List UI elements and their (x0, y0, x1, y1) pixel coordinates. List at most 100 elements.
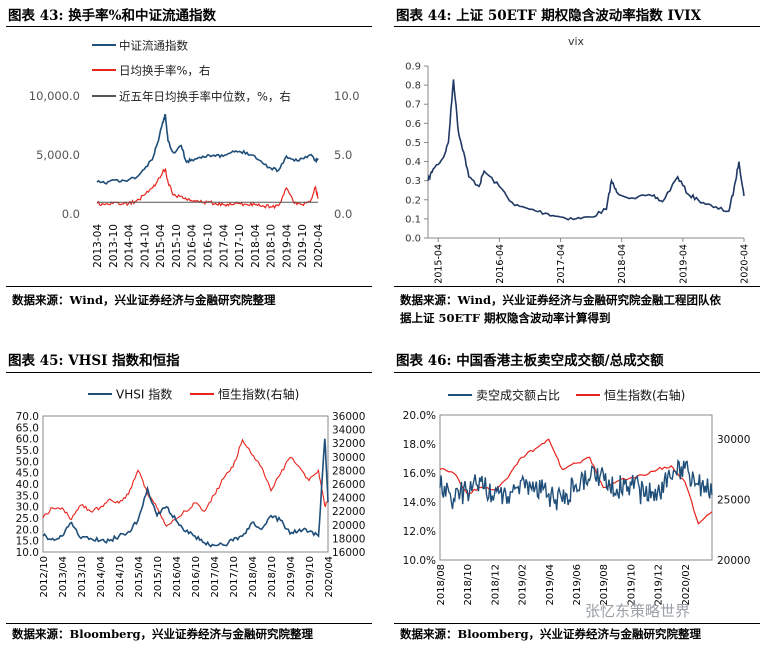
y-left-tick-label: 70.0 (16, 411, 39, 423)
x-tick-label: 2012/10 (39, 556, 50, 598)
series-line-index (96, 113, 319, 185)
x-tick-label: 2015/10 (153, 556, 164, 598)
x-tick-label: 2016-04 (495, 244, 506, 283)
x-tick-label: 2018/12 (490, 564, 501, 606)
series-line-vix (427, 79, 745, 221)
y-left-tick-label: 18.0% (403, 439, 436, 451)
y-tick-label: 0.7 (405, 100, 421, 111)
x-tick-label: 2015-04 (434, 244, 445, 283)
y-right-tick-label: 20000 (717, 555, 750, 567)
legend-label: 近五年日均换手率中位数，%，右 (119, 90, 291, 104)
x-tick-label: 2020/04 (324, 556, 335, 598)
x-tick-label: 2015/04 (134, 556, 145, 598)
y-right-tick-label: 18000 (332, 533, 365, 545)
x-tick-label: 2015-10 (171, 224, 183, 268)
x-tick-label: 2019/10 (626, 564, 637, 606)
x-tick-label: 2017-04 (556, 244, 567, 283)
y-right-tick-label: 20000 (332, 520, 365, 532)
y-left-tick-label: 65.0 (16, 422, 39, 434)
legend-label: 中证流通指数 (119, 39, 188, 53)
figure-panel-44: 图表 44: 上证 50ETF 期权隐含波动率指数 IVIX vix 0.9 0.8… (388, 0, 766, 340)
x-tick-label: 2014/04 (96, 556, 107, 598)
y-right-tick-label: 16000 (332, 547, 365, 559)
y-left-tick-label: 45.0 (16, 468, 39, 480)
y-tick-label: 0.2 (405, 195, 421, 206)
y-left-tick-label: 60.0 (16, 434, 39, 446)
source-note: 数据来源：Bloomberg，兴业证券经济与金融研究院整理 (400, 627, 702, 641)
y-left-tick-label: 10.0 (16, 547, 39, 559)
chart-vhsi-hsi: VHSI 指数 恒生指数(右轴) 70.065.060.055.050.045.04… (16, 387, 366, 598)
x-tick-label: 2019/10 (305, 556, 316, 598)
watermark: 张忆东策略世界 (585, 602, 691, 620)
y-right-tick-label: 30000 (332, 452, 365, 464)
title-rule (6, 26, 372, 27)
chart-title: vix (568, 35, 585, 48)
x-tick-label: 2013-04 (92, 224, 104, 268)
y-right-tick-label: 26000 (332, 479, 365, 491)
y-right-tick-label: 0.0 (334, 207, 352, 221)
series-line-short-ratio (439, 458, 713, 511)
source-note: 数据来源：Wind，兴业证券经济与金融研究院金融工程团队依 (400, 293, 721, 307)
y-right-tick-label: 36000 (332, 411, 365, 423)
y-tick-label: 0.8 (405, 81, 421, 92)
legend-label: 日均换手率%，右 (119, 64, 210, 78)
x-tick-label: 2016/10 (191, 556, 202, 598)
x-tick-label: 2018-10 (266, 224, 278, 268)
x-tick-label: 2014/10 (115, 556, 126, 598)
y-left-tick-label: 5,000.0 (36, 148, 80, 162)
y-left-tick-label: 16.0% (403, 468, 436, 480)
x-tick-label: 2017/10 (229, 556, 240, 598)
y-right-tick-label: 5.0 (334, 148, 352, 162)
x-tick-label: 2015-04 (155, 224, 167, 268)
title-rule (394, 372, 760, 373)
y-right-tick-label: 32000 (332, 438, 365, 450)
figure-title: 图表 44: 上证 50ETF 期权隐含波动率指数 IVIX (396, 8, 702, 24)
source-rule (394, 623, 760, 624)
x-tick-label: 2019/04 (545, 564, 556, 606)
y-right-tick-label: 30000 (717, 434, 750, 446)
y-tick-label: 0.5 (405, 138, 421, 149)
x-tick-label: 2019-04 (678, 244, 689, 283)
x-tick-label: 2020-04 (313, 224, 325, 268)
x-tick-label: 2019-10 (297, 224, 309, 268)
y-right-tick-label: 25000 (717, 495, 750, 507)
source-note: 数据来源：Bloomberg，兴业证券经济与金融研究院整理 (12, 627, 314, 641)
y-left-tick-label: 20.0% (403, 410, 436, 422)
legend-label: 恒生指数(右轴) (604, 388, 685, 403)
y-left-tick-label: 55.0 (16, 445, 39, 457)
x-tick-label: 2020-04 (740, 244, 751, 283)
x-tick-label: 2018-04 (250, 224, 262, 268)
figure-panel-46: 图表 46: 中国香港主板卖空成交额/总成交额 卖空成交额占比 恒生指数(右轴) 2… (388, 345, 766, 645)
y-tick-label: 0.1 (405, 214, 421, 225)
y-left-tick-label: 12.0% (403, 526, 436, 538)
source-rule (394, 286, 760, 287)
source-note-continued: 据上证 50ETF 期权隐含波动率计算得到 (400, 311, 611, 325)
source-rule (6, 623, 372, 624)
title-rule (394, 26, 760, 27)
y-left-tick-label: 40.0 (16, 479, 39, 491)
figure-title: 图表 43: 换手率%和中证流通指数 (8, 8, 217, 24)
figure-title: 图表 45: VHSI 指数和恒指 (8, 353, 180, 369)
legend-label: 卖空成交额占比 (476, 388, 560, 403)
x-tick-label: 2014-10 (139, 224, 151, 268)
source-note: 数据来源：Wind，兴业证券经济与金融研究院整理 (12, 293, 276, 307)
figure-panel-43: 图表 43: 换手率%和中证流通指数 中证流通指数日均换手率%，右近五年日均换手… (0, 0, 378, 322)
x-tick-label: 2017/04 (210, 556, 221, 598)
x-tick-label: 2020/02 (681, 564, 692, 606)
series-line-vhsi (42, 438, 329, 548)
y-right-tick-label: 28000 (332, 465, 365, 477)
title-rule (6, 372, 372, 373)
x-tick-label: 2019/02 (518, 564, 529, 606)
x-tick-label: 2013-10 (108, 224, 120, 268)
y-left-tick-label: 30.0 (16, 502, 39, 514)
figure-panel-45: 图表 45: VHSI 指数和恒指 VHSI 指数 恒生指数(右轴) 70.0 65.… (0, 345, 378, 645)
y-left-tick-label: 10,000.0 (29, 89, 80, 103)
series-line-hsi (42, 438, 329, 528)
y-right-tick-label: 24000 (332, 493, 365, 505)
x-tick-label: 2013/10 (77, 556, 88, 598)
y-right-tick-label: 34000 (332, 425, 365, 437)
legend-label: 恒生指数(右轴) (218, 387, 299, 402)
x-tick-label: 2019/12 (654, 564, 665, 606)
x-tick-label: 2018/10 (463, 564, 474, 606)
